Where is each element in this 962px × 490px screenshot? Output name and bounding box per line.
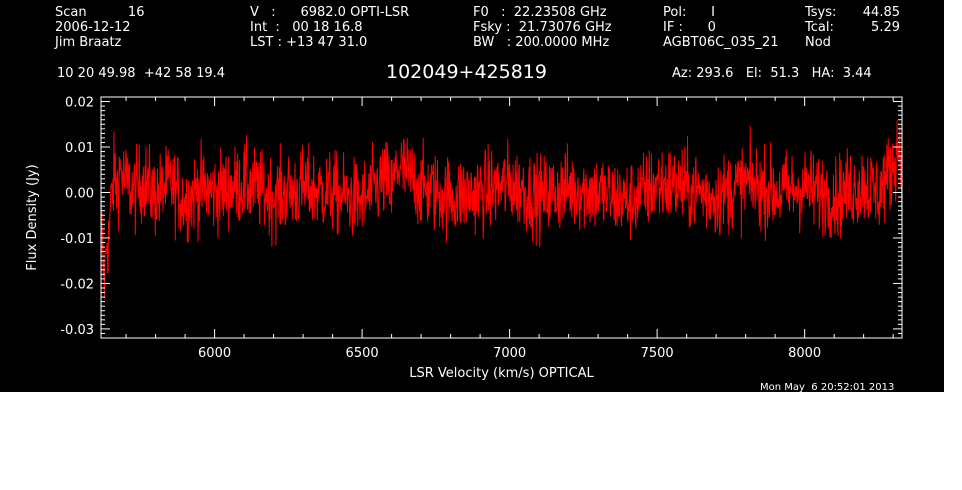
y-axis-label: Flux Density (Jy)	[25, 164, 40, 270]
y-tick-label: 0.01	[65, 141, 94, 156]
header-col2: V : 6982.0 OPTI-LSR Int : 00 18 16.8 LST…	[250, 5, 410, 50]
header-col3: F0 : 22.23508 GHz Fsky : 21.73076 GHz BW…	[473, 5, 612, 50]
y-tick-label: 0.00	[65, 186, 94, 201]
header-col4: Pol: I IF : 0 AGBT06C_035_21	[663, 5, 779, 50]
plot-axes-box	[100, 96, 903, 339]
spectrum-chart: 6000 6500 7000 7500 8000 -0.03 -0.02 -0.01 0.00 0…	[25, 96, 903, 381]
spectrum-trace	[100, 120, 903, 299]
header-col5-values: 44.85 5.29	[862, 5, 900, 35]
x-tick-label: 7000	[493, 346, 526, 361]
source-name: 102049+425819	[386, 61, 547, 83]
y-tick-label: -0.01	[60, 232, 94, 247]
az-el-ha: Az: 293.6 El: 51.3 HA: 3.44	[672, 66, 872, 81]
x-axis-label: LSR Velocity (km/s) OPTICAL	[409, 366, 594, 381]
x-tick-label: 8000	[788, 346, 821, 361]
header-col1: Scan 16 2006-12-12 Jim Braatz	[55, 5, 145, 50]
x-tick-label: 6500	[346, 346, 379, 361]
timestamp: Mon May 6 20:52:01 2013	[760, 382, 895, 393]
x-tick-label: 6000	[198, 346, 231, 361]
y-tick-label: -0.02	[60, 277, 94, 292]
y-tick-label: 0.02	[65, 96, 94, 111]
source-coordinates: 10 20 49.98 +42 58 19.4	[57, 66, 226, 81]
x-tick-label: 7500	[641, 346, 674, 361]
header-col5-labels: Tsys: Tcal: Nod	[805, 5, 837, 50]
y-tick-label: -0.03	[60, 323, 94, 338]
